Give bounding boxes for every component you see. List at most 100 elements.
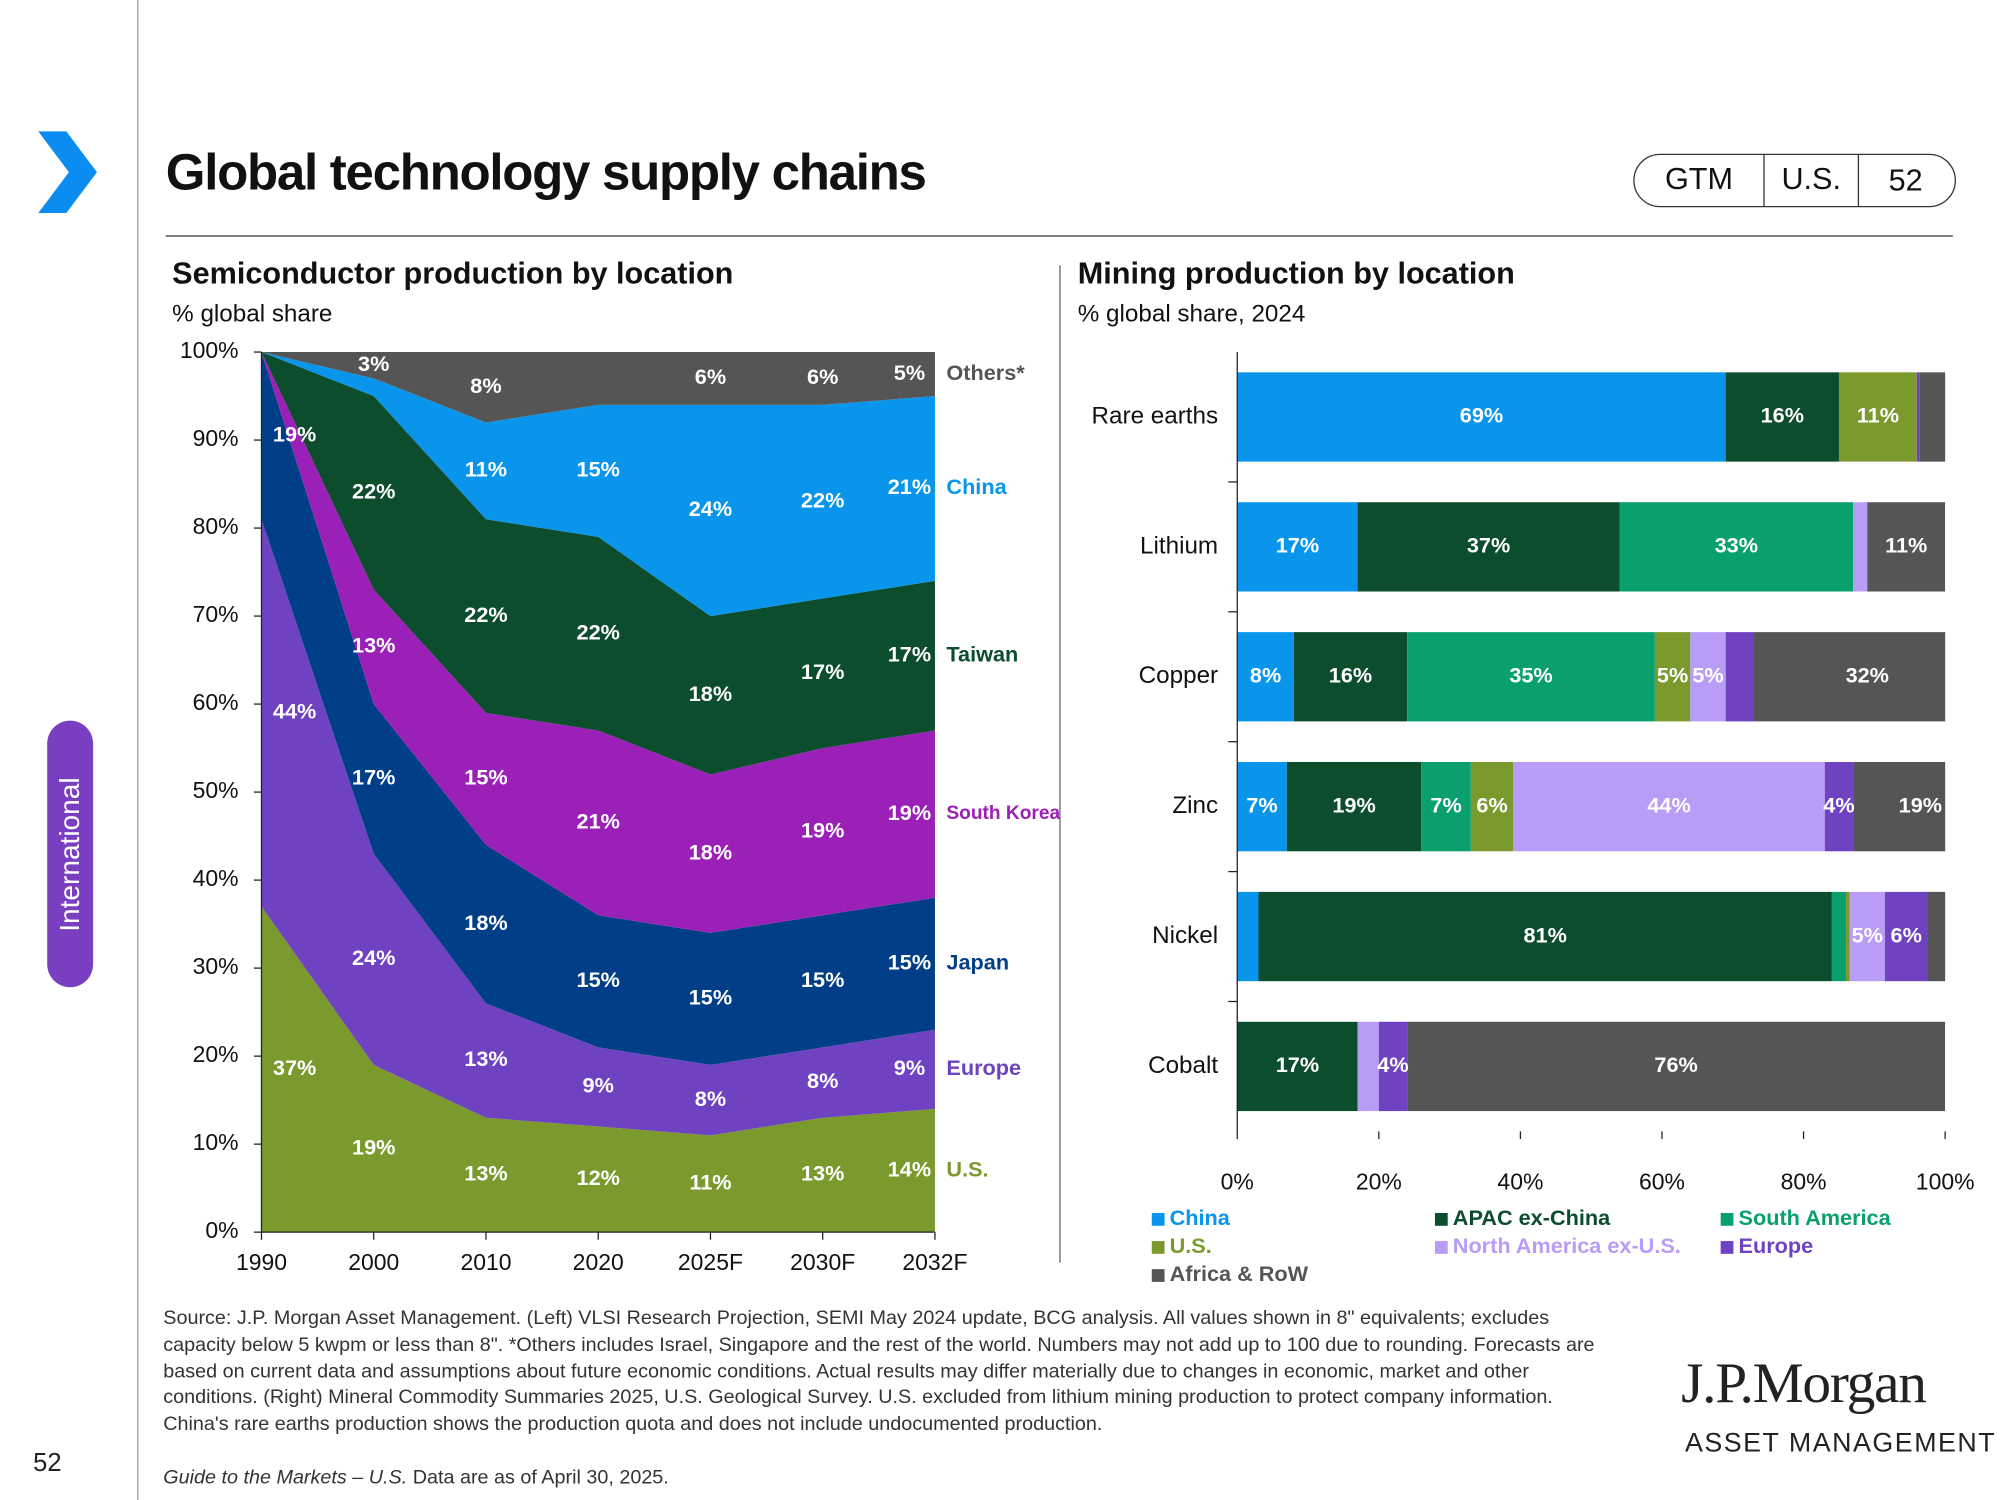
data-label: 35% xyxy=(1509,662,1552,687)
x-tick-label: 2025F xyxy=(678,1249,743,1275)
data-label: 19% xyxy=(1332,792,1375,817)
data-label: 37% xyxy=(1467,533,1510,558)
data-label: 13% xyxy=(801,1161,844,1186)
series-label: Europe xyxy=(946,1055,1021,1080)
page-number: 52 xyxy=(33,1449,61,1477)
series-label: South Korea xyxy=(946,803,1060,824)
y-tick-label: 10% xyxy=(193,1129,239,1155)
area xyxy=(261,352,935,423)
data-label: 4% xyxy=(1823,792,1854,817)
chart-title: Mining production by location xyxy=(1078,257,1515,291)
x-tick-label: 80% xyxy=(1781,1169,1827,1195)
bar-segment xyxy=(1286,762,1422,852)
legend-swatch xyxy=(1720,1213,1734,1226)
data-label: 11% xyxy=(465,457,507,482)
data-label: 13% xyxy=(352,633,395,658)
data-label: 15% xyxy=(1951,403,1994,428)
data-label: 17% xyxy=(1276,533,1319,558)
bar-segment xyxy=(1421,762,1471,852)
data-label: 16% xyxy=(1329,662,1372,687)
bar-segment xyxy=(1754,632,1946,722)
x-tick-label: 2010 xyxy=(460,1249,511,1275)
logo: J.P.Morgan xyxy=(1681,1350,1927,1415)
data-label: 44% xyxy=(273,699,316,724)
x-tick-label: 1990 xyxy=(236,1249,287,1275)
data-label: 19% xyxy=(1899,792,1942,817)
category-label: Zinc xyxy=(1172,792,1218,819)
data-label: 21% xyxy=(888,474,931,499)
y-tick-label: 40% xyxy=(193,865,239,891)
slide-title: Global technology supply chains xyxy=(166,144,926,201)
bar-segment xyxy=(1258,891,1832,982)
bar-segment xyxy=(1824,762,1854,852)
bar-segment xyxy=(1867,502,1946,592)
data-label: 15% xyxy=(464,765,507,790)
legend-label: U.S. xyxy=(1170,1233,1212,1258)
legend-swatch xyxy=(1151,1269,1165,1282)
x-tick-label: 20% xyxy=(1356,1169,1402,1195)
data-label: 18% xyxy=(689,839,732,864)
data-label: 18% xyxy=(464,910,507,935)
bar-segment xyxy=(1293,632,1408,722)
date-note: Guide to the Markets – U.S. Data are as … xyxy=(163,1467,669,1490)
bar-segment xyxy=(1470,762,1514,852)
bar-segment xyxy=(1357,1021,1379,1112)
data-label: 5% xyxy=(894,360,925,385)
bar-segment xyxy=(1831,891,1847,982)
section-tab xyxy=(47,720,94,988)
area xyxy=(261,519,935,1136)
chart-subtitle: % global share xyxy=(172,300,332,327)
data-label: 24% xyxy=(352,945,395,970)
area xyxy=(261,352,935,933)
bar-segment xyxy=(1853,762,1946,852)
legend-label: Africa & RoW xyxy=(1170,1261,1309,1286)
chevron-icon xyxy=(38,131,97,214)
bar-segment xyxy=(1237,502,1358,592)
data-label: 8% xyxy=(695,1086,726,1111)
data-label: 5% xyxy=(1692,662,1723,687)
guide-name: Guide to the Markets – U.S. xyxy=(163,1466,408,1489)
x-tick-label: 0% xyxy=(1221,1169,1254,1195)
legend-label: APAC ex-China xyxy=(1453,1205,1611,1230)
x-tick-label: 60% xyxy=(1639,1169,1685,1195)
x-tick-label: 2032F xyxy=(902,1249,967,1275)
data-label: 6% xyxy=(1476,792,1507,817)
labels: 69% 17% 8% 7% 16% 37% 16% 19% 81% 17% 33% 35% 7% 11% 5… xyxy=(1246,403,1994,1077)
data-label: 8% xyxy=(1250,662,1281,687)
data-label: 15% xyxy=(888,949,931,974)
data-label: 3% xyxy=(358,351,389,376)
bar-segment xyxy=(1237,891,1259,982)
data-label: 6% xyxy=(807,364,838,389)
bar-segment xyxy=(1853,502,1868,592)
category-label: Nickel xyxy=(1152,922,1218,949)
series-label: Others* xyxy=(946,360,1025,385)
bar-segment xyxy=(1849,891,1885,982)
area xyxy=(261,906,935,1233)
data-label: 12% xyxy=(577,1165,620,1190)
area xyxy=(261,352,935,1065)
data-label: 15% xyxy=(689,985,732,1010)
bar-segment xyxy=(1725,372,1839,462)
bar-segment xyxy=(1884,891,1928,982)
data-label: 6% xyxy=(1891,922,1922,947)
logo-sub: ASSET MANAGEMENT xyxy=(1684,1428,1997,1458)
chart-subtitle: % global share, 2024 xyxy=(1078,300,1306,327)
bar-segment xyxy=(1690,632,1726,722)
data-label: 6% xyxy=(695,364,726,389)
data-label: 8% xyxy=(470,373,501,398)
area xyxy=(261,352,935,617)
source-note: Source: J.P. Morgan Asset Management. (L… xyxy=(163,1307,1595,1436)
data-label: 22% xyxy=(577,619,620,644)
data-label: 44% xyxy=(1647,792,1690,817)
data-label: 18% xyxy=(689,681,732,706)
category-label: Copper xyxy=(1139,662,1218,689)
bar-segment xyxy=(1237,1021,1358,1112)
data-label: 11% xyxy=(1885,533,1927,558)
data-label: 33% xyxy=(1715,533,1758,558)
area xyxy=(261,352,935,775)
data-label: 7% xyxy=(1246,792,1277,817)
tag-pill xyxy=(1633,153,1956,208)
data-label: 5% xyxy=(1657,662,1688,687)
data-label: 15% xyxy=(801,967,844,992)
chart-title: Semiconductor production by location xyxy=(172,257,733,291)
